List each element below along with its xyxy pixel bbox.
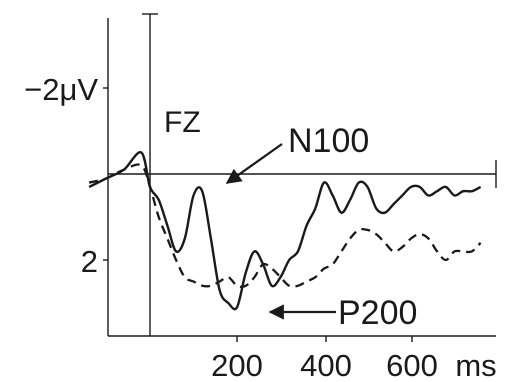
n100-label: N100 [288,122,369,160]
x-tick-label-200: 200 [211,348,263,382]
channel-label: FZ [164,106,201,139]
x-tick-label-400: 400 [300,348,352,382]
x-unit-label: ms [455,348,496,382]
n100-arrow [225,143,283,184]
y-tick-label-neg2: −2μV [24,72,98,107]
p200-label: P200 [338,294,417,332]
x-tick-label-600: 600 [386,348,438,382]
y-tick-label-2: 2 [81,244,98,279]
series-dashed-line [88,163,482,288]
series-solid-line [88,151,482,311]
